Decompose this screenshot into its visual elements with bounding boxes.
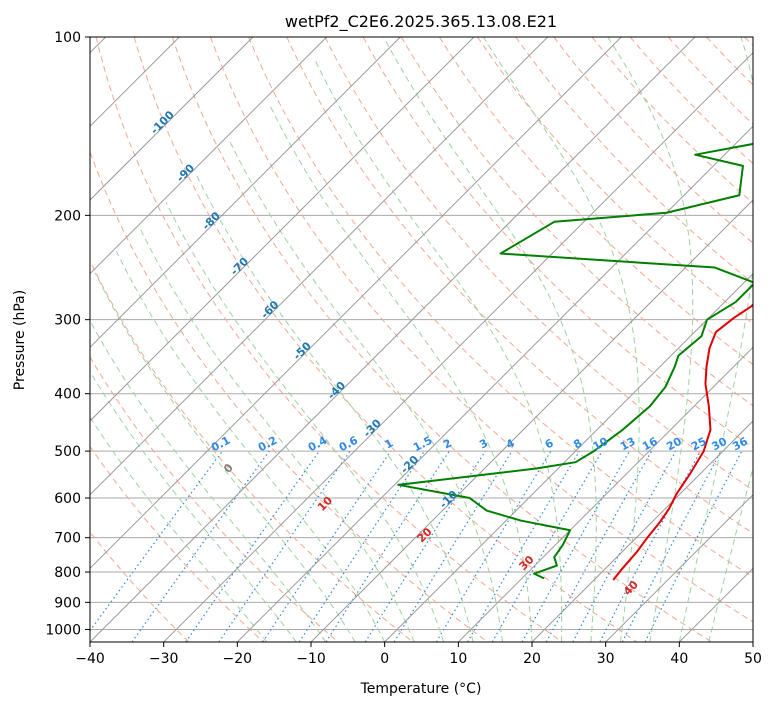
- isotherm-line: [310, 199, 753, 642]
- mixing-ratio-line: [185, 450, 320, 642]
- isotherm-line: [90, 37, 696, 642]
- x-tick-label: 20: [523, 651, 541, 667]
- moist-adiabat-line: [268, 104, 533, 642]
- profile-series: [397, 142, 753, 581]
- dewpoint-profile-line: [397, 142, 753, 580]
- isotherm-line: [90, 37, 549, 496]
- dry-adiabat-line: [400, 37, 753, 407]
- mixing-ratio-line: [364, 450, 486, 642]
- dry-adiabat-line: [90, 259, 414, 642]
- moist-adiabat-line: [94, 272, 356, 642]
- mixing-ratio-line: [131, 450, 270, 642]
- dry-adiabat-line: [95, 37, 563, 642]
- moist-adiabat-line: [195, 173, 474, 642]
- moist-adiabat-line: [139, 227, 415, 642]
- isobar-grid: [90, 37, 753, 630]
- mixing-ratio-label: 13: [618, 435, 638, 454]
- isotherm-line: [90, 37, 401, 349]
- dry-adiabat-line: [133, 37, 638, 642]
- plot-area: 0.1 0.2 0.4 0.6 1 1.5 2 3 4 6 8 10 13 16 20 25 30 36-100-…: [90, 37, 753, 642]
- mixing-ratio-label: 25: [689, 435, 709, 454]
- dry-adiabats: [90, 37, 753, 642]
- temperature-profile-line: [612, 303, 753, 581]
- y-tick-label: 900: [54, 595, 81, 611]
- moist-adiabat-line: [482, 37, 640, 642]
- isotherm-line: [236, 125, 753, 642]
- y-tick-label: 200: [54, 208, 81, 224]
- mixing-ratio-line: [262, 450, 392, 642]
- isotherm-grid: [90, 37, 753, 642]
- moist-adiabat-line: [115, 251, 386, 642]
- dry-adiabat-line: [90, 445, 264, 642]
- dry-adiabat-line: [591, 37, 753, 204]
- moist-adiabat-line: [607, 37, 694, 642]
- x-tick-label: −40: [75, 651, 105, 667]
- x-tick-label: −10: [296, 651, 326, 667]
- moist-adiabat-line: [90, 319, 327, 642]
- moist-adiabat-line: [90, 416, 268, 642]
- moist-adiabat-line: [383, 37, 597, 642]
- y-tick-label: 100: [54, 30, 81, 46]
- mixing-ratio-line: [435, 450, 552, 642]
- moist-adiabat-line: [315, 61, 563, 642]
- mixing-ratio-label: 20: [664, 435, 684, 454]
- mixing-ratio-line: [325, 450, 450, 642]
- dry-adiabat-line: [210, 37, 753, 623]
- moist-adiabat-line: [229, 141, 504, 642]
- y-tick-label: 300: [54, 313, 81, 329]
- isotherm-line: [457, 346, 753, 642]
- isotherm-line: [531, 420, 753, 642]
- mixing-ratio-line: [572, 450, 677, 642]
- mixing-ratio-line: [466, 450, 580, 642]
- moist-adiabat-line: [165, 201, 445, 642]
- isotherm-line: [605, 493, 753, 642]
- y-tick-label: 600: [54, 491, 81, 507]
- dry-adiabat-line: [248, 37, 753, 578]
- y-tick-label: 700: [54, 531, 81, 547]
- y-tick-label: 800: [54, 565, 81, 581]
- x-tick-label: 0: [380, 651, 389, 667]
- mixing-ratio-label: 36: [730, 435, 750, 454]
- dry-adiabat-line: [90, 356, 339, 642]
- isotherm-line: [90, 37, 475, 422]
- isotherm-line: [90, 37, 254, 201]
- dry-adiabat-line: [90, 150, 488, 642]
- y-tick-label: 1000: [45, 622, 81, 638]
- y-axis-title: Pressure (hPa): [12, 290, 28, 390]
- isotherm-line: [90, 37, 328, 275]
- mixing-ratio-line: [218, 450, 351, 642]
- x-tick-label: 40: [670, 651, 688, 667]
- x-tick-label: −20: [223, 651, 253, 667]
- mixing-ratio-label: 10: [591, 435, 611, 454]
- x-axis-ticks: −40 −30 −20 −10 0 10 20 30 40 50: [75, 642, 762, 667]
- chart-title: wetPf2_C2E6.2025.365.13.08.E21: [285, 12, 557, 32]
- x-axis-title: Temperature (°C): [360, 681, 482, 697]
- y-tick-label: 400: [54, 387, 81, 403]
- mixing-ratio-line: [298, 450, 425, 642]
- x-tick-label: 30: [597, 651, 615, 667]
- dry-adiabat-line: [286, 37, 753, 534]
- y-axis-ticks: 100 200 300 400 500 600 700 800 900 1000: [45, 30, 90, 638]
- dry-adiabat-line: [439, 37, 753, 366]
- dry-adiabat-line: [324, 37, 753, 491]
- x-tick-label: 50: [744, 651, 762, 667]
- plot-frame: [89, 36, 754, 643]
- dry-adiabat-line: [171, 37, 712, 642]
- isotherm-line: [163, 51, 753, 642]
- mixing-ratio-label: 30: [710, 435, 730, 454]
- mixing-ratio-label: 16: [640, 435, 660, 454]
- y-tick-label: 500: [54, 444, 81, 460]
- moist-adiabat-line: [708, 466, 753, 642]
- isotherm-line: [90, 37, 622, 570]
- x-tick-label: −30: [149, 651, 179, 667]
- dry-adiabat-line: [553, 37, 753, 244]
- isotherm-line: [384, 272, 753, 642]
- moist-adiabat-line: [678, 37, 753, 642]
- x-tick-label: 10: [449, 651, 467, 667]
